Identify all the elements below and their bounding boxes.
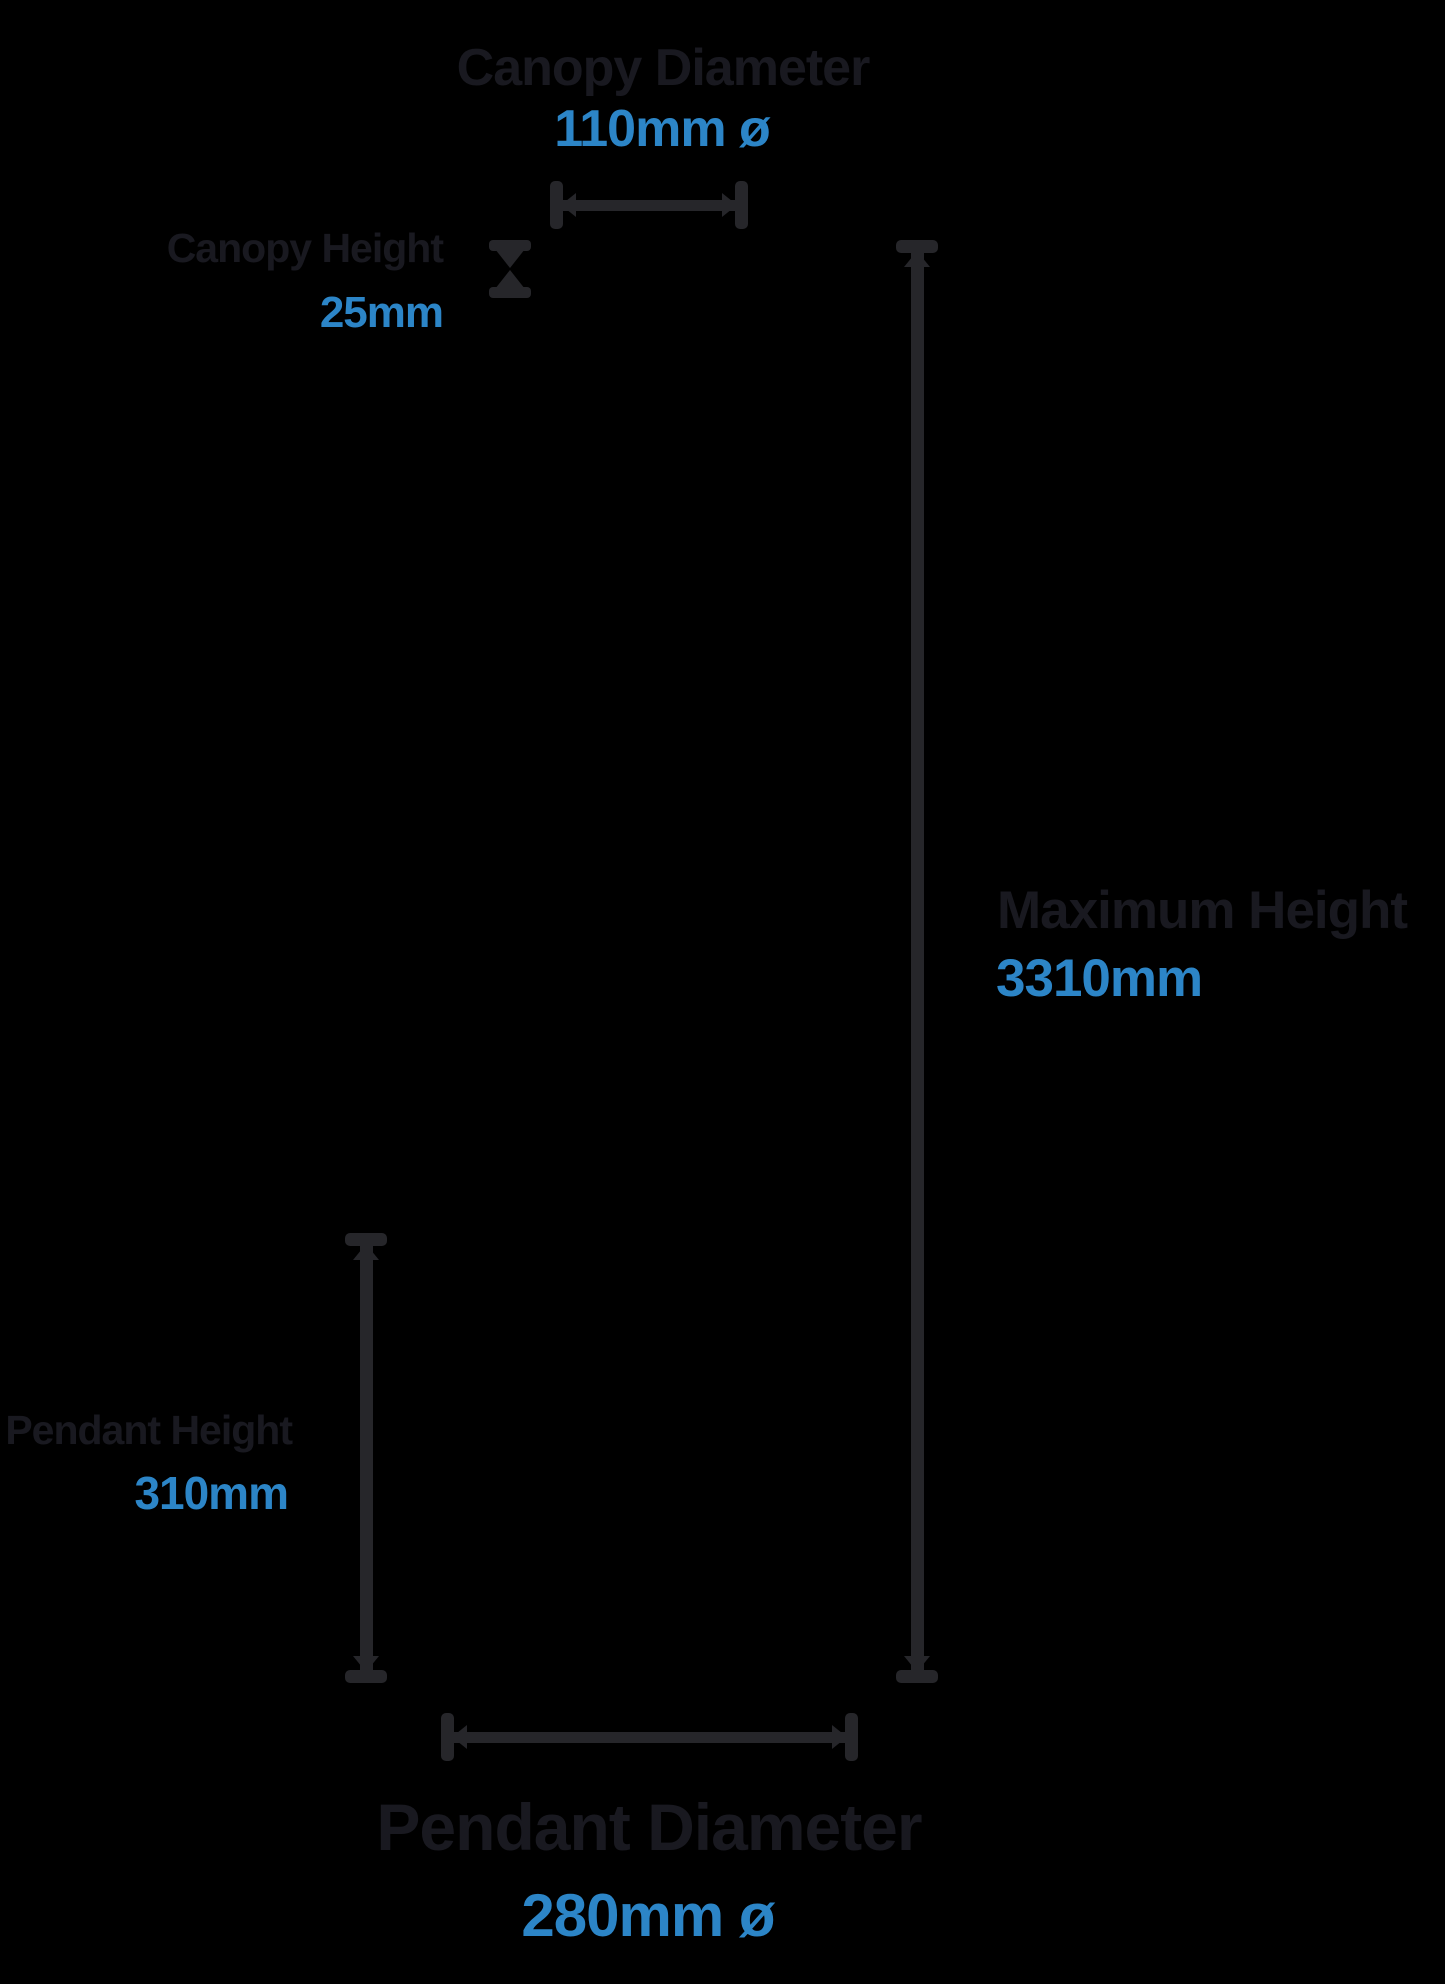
top-end-cap xyxy=(896,240,938,253)
marker-up-arrow-icon xyxy=(495,270,525,289)
left-arrowhead-icon xyxy=(561,193,576,217)
left-end-cap xyxy=(441,1713,454,1761)
canopy-diameter-value: 110mm ø xyxy=(554,100,771,158)
dimension-line xyxy=(911,249,924,1674)
pendant-height-label: Pendant Height xyxy=(5,1407,293,1453)
top-arrowhead-icon xyxy=(353,1244,379,1260)
canopy-height-marker-icon xyxy=(489,240,531,298)
pendant-height-value: 310mm xyxy=(134,1467,289,1519)
bottom-end-cap xyxy=(345,1670,387,1683)
bottom-arrowhead-icon xyxy=(353,1656,379,1672)
bottom-end-cap xyxy=(896,1670,938,1683)
canopy-height-label: Canopy Height xyxy=(166,225,444,271)
marker-bottom-bar xyxy=(489,287,531,298)
marker-top-bar xyxy=(489,240,531,251)
dimension-line xyxy=(360,1242,373,1674)
pendant-diameter-label: Pendant Diameter xyxy=(376,1790,922,1864)
top-arrowhead-icon xyxy=(904,251,930,267)
dimension-line xyxy=(451,1732,848,1743)
right-end-cap xyxy=(735,181,748,229)
canopy-diameter-label: Canopy Diameter xyxy=(456,39,871,97)
maximum-height-value: 3310mm xyxy=(996,949,1203,1008)
top-end-cap xyxy=(345,1233,387,1246)
right-arrowhead-icon xyxy=(722,193,737,217)
canopy-height-value: 25mm xyxy=(319,288,444,337)
left-end-cap xyxy=(550,181,563,229)
left-arrowhead-icon xyxy=(452,1725,467,1749)
bottom-arrowhead-icon xyxy=(904,1656,930,1672)
right-arrowhead-icon xyxy=(832,1725,847,1749)
dimension-line xyxy=(560,200,738,211)
pendant-diameter-value: 280mm ø xyxy=(521,1882,775,1949)
maximum-height-label: Maximum Height xyxy=(997,881,1408,940)
marker-down-arrow-icon xyxy=(495,249,525,268)
right-end-cap xyxy=(845,1713,858,1761)
